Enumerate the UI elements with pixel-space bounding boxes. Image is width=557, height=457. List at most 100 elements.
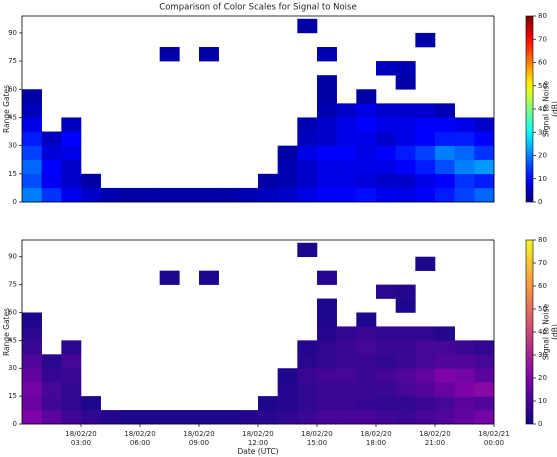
heatmap-cell <box>435 188 455 202</box>
heatmap-cell <box>81 188 101 202</box>
heatmap-cell <box>376 354 396 368</box>
heatmap-cell <box>435 146 455 160</box>
heatmap-cell <box>376 326 396 340</box>
heatmap-cell <box>435 132 455 146</box>
heatmap-cell <box>415 160 435 174</box>
heatmap-cell <box>435 326 455 340</box>
heatmap-cell <box>337 174 357 188</box>
heatmap-cell <box>474 117 494 131</box>
heatmap-cell <box>356 340 376 354</box>
heatmap-cell <box>356 174 376 188</box>
heatmap-cell <box>415 410 435 424</box>
heatmap-cell <box>317 75 337 89</box>
heatmap-cell <box>317 326 337 340</box>
colorbar-tick-label: 0 <box>538 420 542 428</box>
heatmap-cell <box>22 146 42 160</box>
heatmap-cell <box>258 174 278 188</box>
x-tick-label: 18/02/2006:00 <box>124 430 155 447</box>
figure: Comparison of Color Scales for Signal to… <box>0 0 557 457</box>
heatmap-cell <box>258 396 278 410</box>
colorbar-tick-label: 80 <box>538 236 547 244</box>
heatmap-cell <box>455 396 475 410</box>
heatmap-cell <box>415 33 435 47</box>
heatmap-cell <box>435 354 455 368</box>
heatmap-cell <box>415 340 435 354</box>
heatmap-cell <box>317 299 337 313</box>
heatmap-cell <box>179 410 199 424</box>
heatmap-cell <box>415 103 435 117</box>
heatmap-cell <box>396 160 416 174</box>
heatmap-cell <box>396 396 416 410</box>
heatmap-cell <box>297 174 317 188</box>
heatmap-cell <box>376 117 396 131</box>
heatmap-cell <box>376 382 396 396</box>
heatmap-cell <box>474 368 494 382</box>
heatmap-cell <box>120 188 140 202</box>
heatmap-cell <box>317 368 337 382</box>
colorbar-label: Signal to Noise(dB) <box>542 81 557 138</box>
heatmap-cell <box>278 368 298 382</box>
heatmap-cell <box>278 174 298 188</box>
heatmap-cell <box>317 382 337 396</box>
heatmap-cell <box>42 146 62 160</box>
y-axis-label: Range Gates <box>2 85 11 133</box>
heatmap-cell <box>81 174 101 188</box>
heatmap-cell <box>356 188 376 202</box>
heatmap-cell <box>356 326 376 340</box>
heatmap-cell <box>337 132 357 146</box>
heatmap-cell <box>278 160 298 174</box>
heatmap-cell <box>22 410 42 424</box>
heatmap-cell <box>376 61 396 75</box>
colorbar-tick-label: 0 <box>538 198 542 206</box>
heatmap-cell <box>337 117 357 131</box>
heatmap-cell <box>337 354 357 368</box>
colorbar-tick-label: 10 <box>538 175 547 183</box>
heatmap-cell <box>435 174 455 188</box>
heatmap-cell <box>317 340 337 354</box>
heatmap-cell <box>317 174 337 188</box>
heatmap-cell <box>396 61 416 75</box>
heatmap-cell <box>455 188 475 202</box>
heatmap-cell <box>455 382 475 396</box>
heatmap-cell <box>474 410 494 424</box>
heatmap-cell <box>22 382 42 396</box>
heatmap-cell <box>415 174 435 188</box>
heatmap-cell <box>455 132 475 146</box>
heatmap-cell <box>356 89 376 103</box>
heatmap-cell <box>61 410 81 424</box>
heatmap-cell <box>396 410 416 424</box>
heatmap-cell <box>415 146 435 160</box>
heatmap-cell <box>474 174 494 188</box>
heatmap-cell <box>317 160 337 174</box>
heatmap-cell <box>22 89 42 103</box>
heatmap-cell <box>258 410 278 424</box>
heatmap-cell <box>317 89 337 103</box>
y-tick-label: 15 <box>8 392 17 400</box>
colorbar-tick-label: 70 <box>538 259 547 267</box>
heatmap-cell <box>42 368 62 382</box>
heatmap-cell <box>22 368 42 382</box>
heatmap-cell <box>435 340 455 354</box>
heatmap-cell <box>455 146 475 160</box>
heatmap-cell <box>317 312 337 326</box>
heatmap-cell <box>61 174 81 188</box>
heatmap-cell <box>81 410 101 424</box>
heatmap-cell <box>42 160 62 174</box>
heatmap-cell <box>42 396 62 410</box>
heatmap-cell <box>415 354 435 368</box>
heatmap-cell <box>376 132 396 146</box>
heatmap-cell <box>101 188 121 202</box>
heatmap-cell <box>219 410 239 424</box>
heatmap-cell <box>199 47 219 61</box>
heatmap-cell <box>356 146 376 160</box>
heatmap-cell <box>120 410 140 424</box>
heatmap-cell <box>376 174 396 188</box>
heatmap-cell <box>61 396 81 410</box>
heatmap-cell <box>22 117 42 131</box>
heatmap-cell <box>317 410 337 424</box>
colorbar-tick-label: 20 <box>538 374 547 382</box>
